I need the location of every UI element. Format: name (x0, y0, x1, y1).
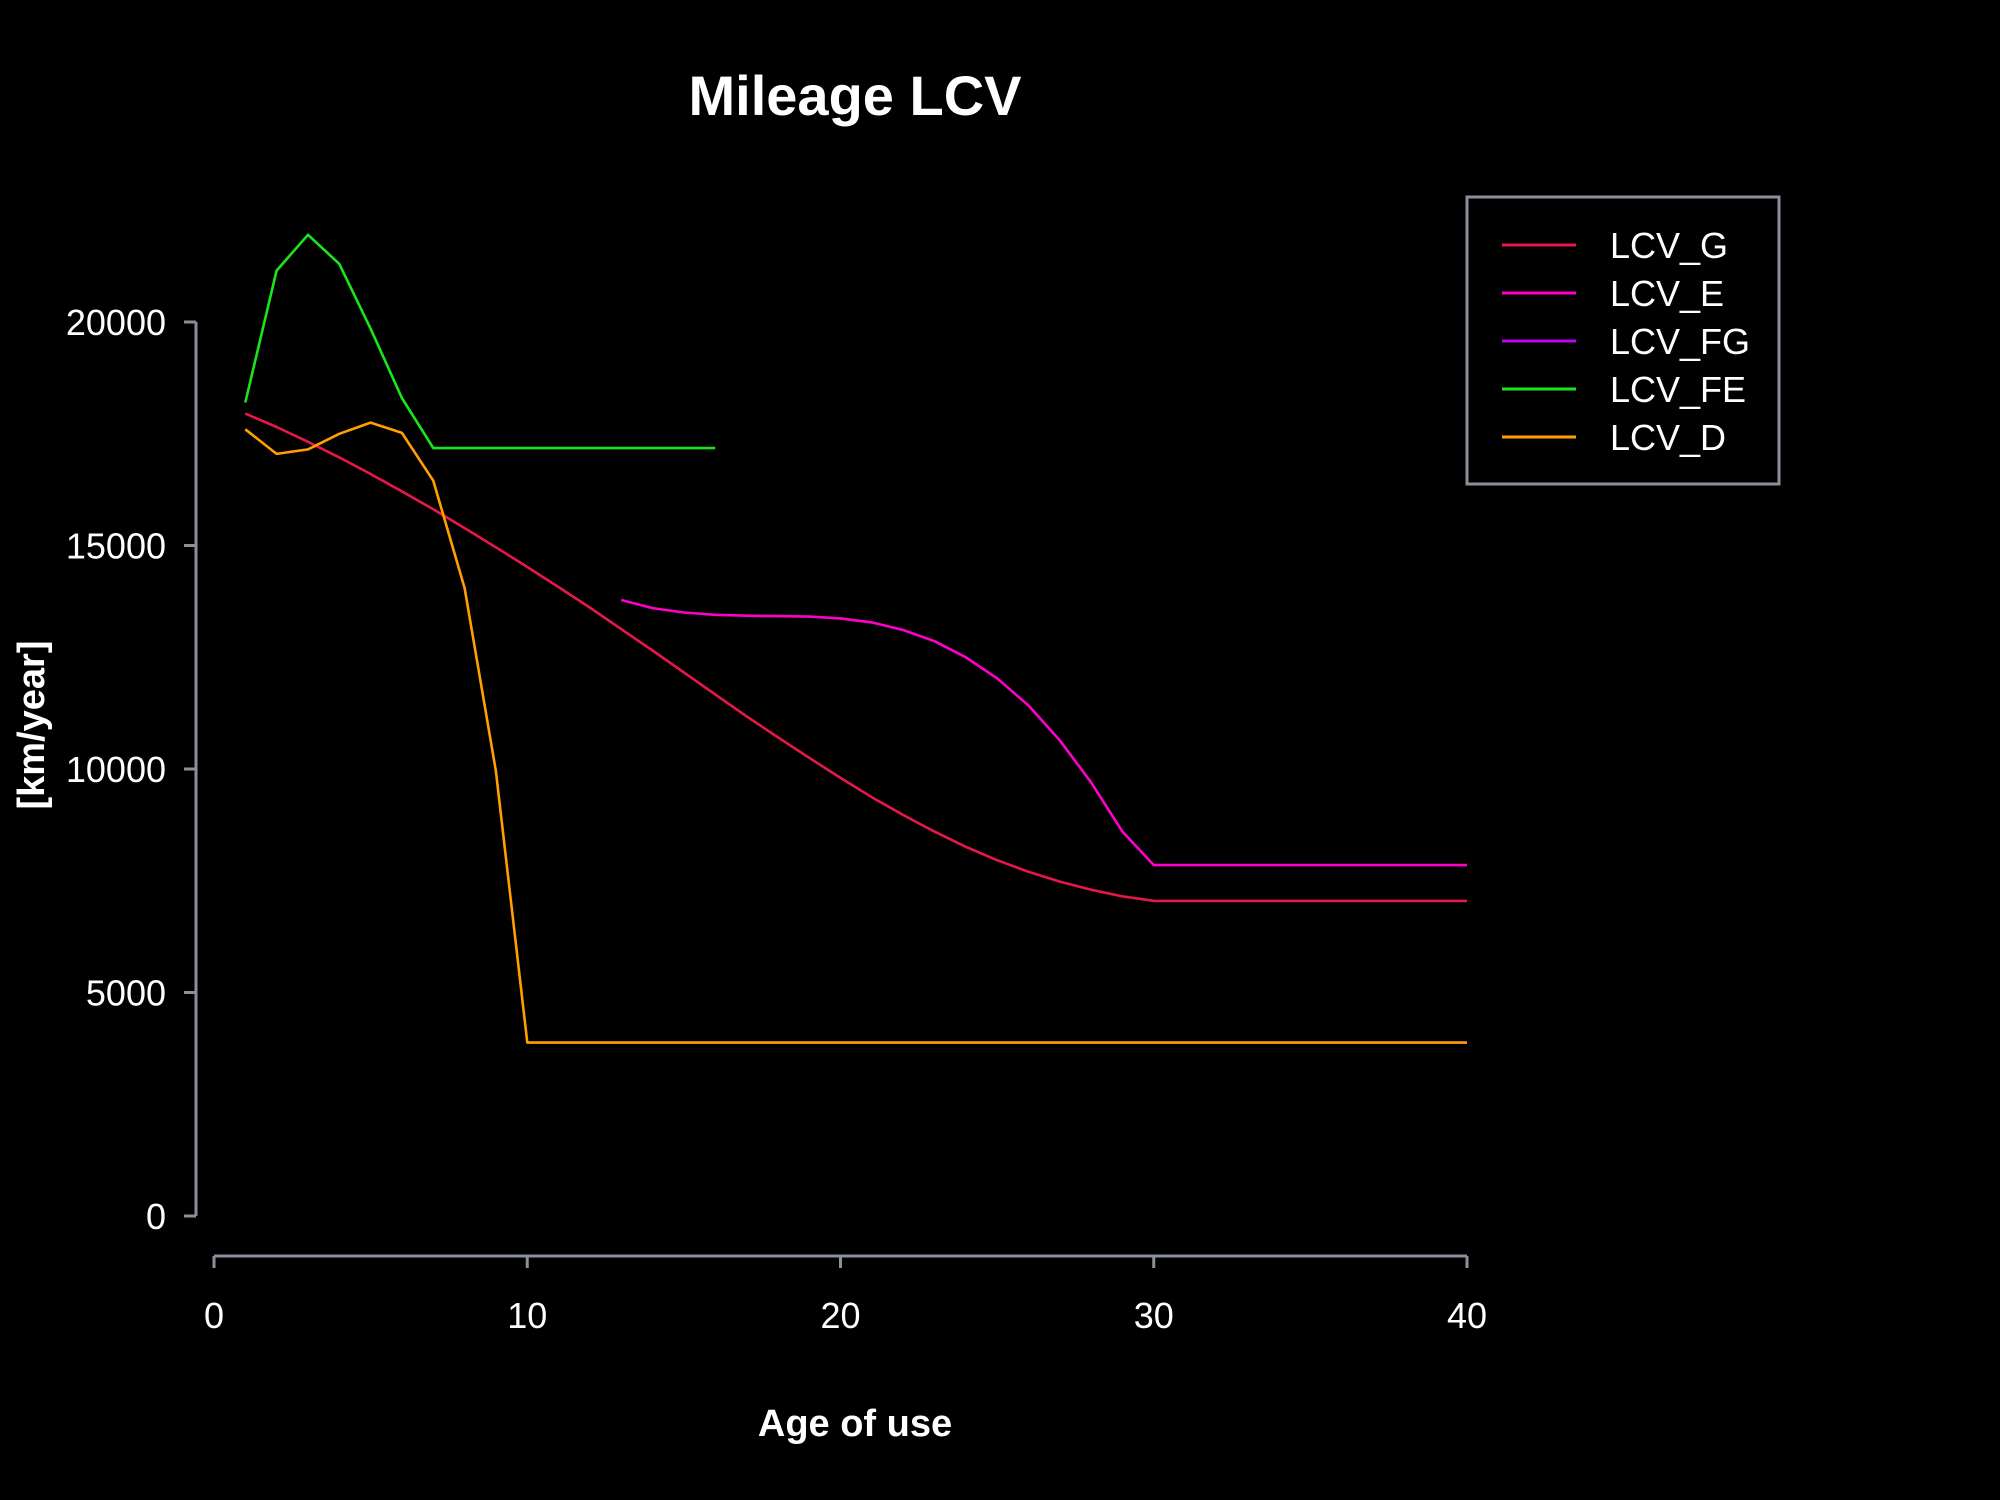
y-tick-label: 0 (146, 1196, 166, 1237)
series-line-lcv-e (620, 598, 1467, 867)
x-tick-label: 40 (1447, 1295, 1487, 1336)
series-lines (244, 233, 1467, 1044)
legend-label: LCV_FG (1610, 321, 1750, 362)
y-tick-label: 15000 (66, 526, 166, 567)
legend-label: LCV_FE (1610, 369, 1746, 410)
y-axis-label: [km/year] (11, 641, 53, 810)
legend-label: LCV_E (1610, 273, 1724, 314)
y-axis: 0 5000 10000 15000 20000 (66, 302, 198, 1237)
legend-box (1465, 195, 1781, 486)
y-tick-label: 5000 (86, 973, 166, 1014)
x-tick-label: 30 (1134, 1295, 1174, 1336)
x-tick-label: 10 (507, 1295, 547, 1336)
series-line-lcv-g (244, 412, 1467, 903)
legend-items: LCV_G LCV_E LCV_FG LCV_FE LCV_D (1502, 225, 1750, 458)
x-axis: 0 10 20 30 40 (204, 1254, 1487, 1336)
series-line-lcv-fe (244, 233, 716, 450)
series-line-lcv-d (244, 421, 1467, 1044)
y-tick-label: 10000 (66, 749, 166, 790)
x-tick-label: 20 (820, 1295, 860, 1336)
legend-label: LCV_D (1610, 417, 1726, 458)
y-tick-label: 20000 (66, 302, 166, 343)
legend-label: LCV_G (1610, 225, 1728, 266)
legend: LCV_G LCV_E LCV_FG LCV_FE LCV_D (1465, 195, 1781, 486)
x-tick-label: 0 (204, 1295, 224, 1336)
chart-title: Mileage LCV (689, 64, 1022, 127)
x-axis-label: Age of use (758, 1403, 952, 1445)
